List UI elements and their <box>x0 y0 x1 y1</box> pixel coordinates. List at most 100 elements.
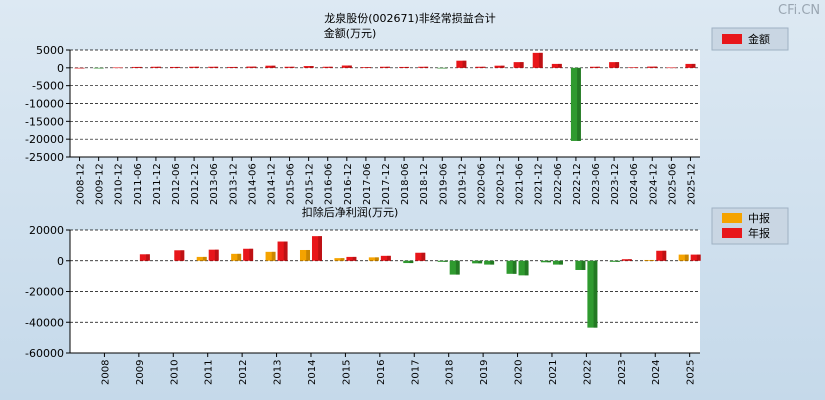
xtick-label-1-30: 2024-12 <box>648 163 659 205</box>
bar-1-29 <box>628 67 639 68</box>
bar-mid-16 <box>644 259 655 261</box>
xtick-label-1-4: 2011-12 <box>152 163 163 205</box>
bar-mid-6-fill <box>299 249 310 261</box>
bar-mid-7 <box>334 258 345 261</box>
bar-1-21 <box>475 66 486 68</box>
bar-annual-12-fill <box>518 260 529 276</box>
bar-1-14-fill <box>341 65 352 68</box>
bar-1-20 <box>456 60 467 68</box>
bar-1-29-shade <box>634 67 639 68</box>
ytick-label-1-2: -5000 <box>32 80 64 93</box>
bar-1-19 <box>437 67 448 69</box>
xtick-label-1-6: 2012-12 <box>190 163 201 205</box>
bar-mid-10 <box>437 260 448 262</box>
bar-1-24 <box>532 52 543 68</box>
bar-annual-15-shade <box>628 259 632 261</box>
bar-1-5-fill <box>170 66 180 68</box>
bar-1-28-fill <box>609 62 620 68</box>
xtick-label-2-11: 2019 <box>479 360 490 385</box>
bar-1-1 <box>93 67 104 69</box>
bar-1-25-shade <box>558 63 562 68</box>
bar-1-18 <box>418 66 429 68</box>
xtick-label-2-9: 2017 <box>410 360 421 385</box>
bar-1-13-fill <box>322 66 333 68</box>
xtick-label-2-1: 2009 <box>135 360 146 385</box>
bar-1-21-fill <box>475 66 486 68</box>
bar-1-2-shade <box>118 67 123 69</box>
bar-1-19-shade <box>443 67 448 69</box>
bar-1-29-fill <box>628 67 639 68</box>
xtick-label-2-8: 2016 <box>376 360 387 385</box>
xtick-label-1-31: 2025-06 <box>667 163 678 205</box>
bar-1-18-shade <box>424 66 429 68</box>
bar-1-3-shade <box>138 66 142 68</box>
ytick-label-2-0: 20000 <box>29 224 64 237</box>
bar-1-27-shade <box>596 66 600 68</box>
xtick-label-2-16: 2024 <box>651 360 662 385</box>
bar-1-8 <box>227 66 238 68</box>
bar-mid-8 <box>368 257 379 261</box>
bar-1-10-fill <box>265 65 276 68</box>
bar-1-24-shade <box>538 52 543 68</box>
bar-mid-7-fill <box>334 258 345 261</box>
xtick-label-1-0: 2008-12 <box>76 163 87 205</box>
bar-annual-6-fill <box>311 236 322 261</box>
xtick-label-1-10: 2014-12 <box>266 163 277 205</box>
bar-annual-10-fill <box>449 260 460 275</box>
bar-mid-3 <box>196 256 207 261</box>
xtick-label-2-7: 2015 <box>341 360 352 385</box>
xtick-label-1-18: 2018-12 <box>419 163 430 205</box>
bar-annual-8-shade <box>387 255 391 261</box>
bar-annual-4-fill <box>243 248 254 261</box>
bar-1-31 <box>666 67 677 69</box>
bar-1-18-fill <box>418 66 429 68</box>
bar-mid-10-fill <box>437 260 448 262</box>
chart1-subtitle: 金额(万元) <box>324 26 377 40</box>
bar-mid-16-shade <box>650 259 655 261</box>
xtick-label-2-17: 2025 <box>686 360 697 385</box>
bar-annual-16 <box>656 250 667 261</box>
xtick-label-1-8: 2013-12 <box>228 163 239 205</box>
bar-mid-17-shade <box>684 254 689 261</box>
xtick-label-2-2: 2010 <box>169 360 180 385</box>
bar-1-16 <box>380 66 390 68</box>
bar-annual-8 <box>380 255 391 261</box>
bar-mid-7-shade <box>340 258 345 261</box>
bar-1-26-fill <box>570 67 581 141</box>
bar-1-9-fill <box>246 66 257 68</box>
bar-annual-16-fill <box>656 250 667 261</box>
bar-mid-9-fill <box>403 260 414 264</box>
bar-1-23-shade <box>519 62 524 68</box>
bar-1-0-fill <box>74 67 85 69</box>
bar-mid-13 <box>540 260 551 263</box>
bar-annual-15 <box>621 259 632 261</box>
bar-1-17 <box>399 66 410 68</box>
bar-mid-3-fill <box>196 256 207 261</box>
bar-annual-14 <box>587 260 598 328</box>
bar-1-5 <box>170 66 180 68</box>
xtick-label-1-21: 2020-06 <box>476 163 487 205</box>
xtick-label-1-24: 2021-12 <box>534 163 545 205</box>
ytick-label-1-1: 0 <box>57 62 64 75</box>
xtick-label-1-25: 2022-06 <box>553 163 564 205</box>
xtick-label-1-32: 2025-12 <box>686 163 697 205</box>
chart2-title: 扣除后净利润(万元) <box>302 205 399 219</box>
bar-annual-1-shade <box>146 254 150 261</box>
xtick-label-1-27: 2023-06 <box>591 163 602 205</box>
bar-1-13-shade <box>328 66 333 68</box>
xtick-label-2-5: 2013 <box>273 360 284 385</box>
bar-1-27-fill <box>590 66 600 68</box>
bar-1-25 <box>551 63 562 68</box>
bar-1-6-shade <box>195 66 200 68</box>
xtick-label-1-29: 2024-06 <box>629 163 640 205</box>
bar-annual-13 <box>552 260 563 265</box>
xtick-label-1-17: 2018-06 <box>400 163 411 205</box>
bar-mid-6-shade <box>306 249 310 261</box>
bar-annual-16-shade <box>662 250 667 261</box>
bar-1-6-fill <box>189 66 200 68</box>
bar-1-10-shade <box>271 65 276 68</box>
bar-1-30 <box>647 66 658 68</box>
bar-annual-1 <box>139 254 150 261</box>
